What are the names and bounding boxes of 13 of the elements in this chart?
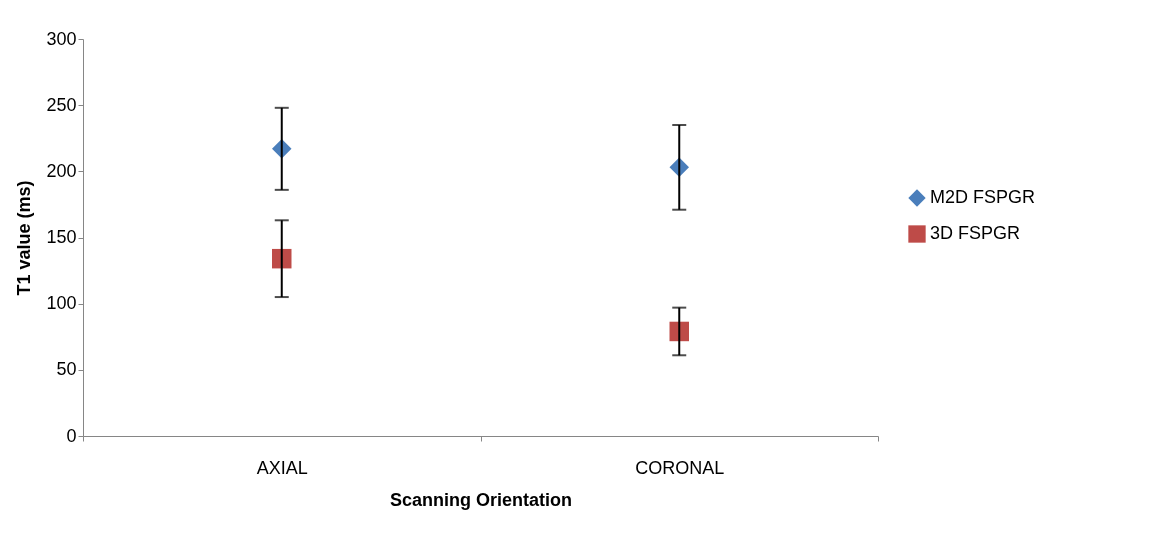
x-tick-label: AXIAL: [256, 457, 308, 478]
x-axis-title: Scanning Orientation: [389, 489, 573, 510]
y-tick-label: 150: [46, 227, 77, 247]
y-tick-label: 0: [66, 425, 77, 446]
legend-label: M2D FSPGR: [930, 187, 1036, 207]
y-tick-label: 300: [46, 28, 77, 49]
y-axis-title: T1 value (ms): [14, 180, 35, 296]
y-tick-label: 200: [46, 160, 77, 181]
y-tick-label: 250: [46, 94, 77, 115]
y-tick-label: 50: [56, 359, 77, 380]
legend-label: 3D FSPGR: [930, 223, 1021, 243]
y-tick-label: 100: [46, 293, 77, 314]
x-tick-label: CORONAL: [635, 457, 725, 478]
